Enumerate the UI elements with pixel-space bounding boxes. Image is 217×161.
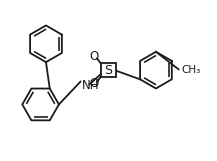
Text: O: O <box>90 50 99 63</box>
Text: S: S <box>105 64 112 77</box>
Text: O: O <box>90 77 99 90</box>
FancyBboxPatch shape <box>102 63 115 77</box>
Text: CH₃: CH₃ <box>182 65 201 75</box>
Text: NH: NH <box>82 79 99 92</box>
